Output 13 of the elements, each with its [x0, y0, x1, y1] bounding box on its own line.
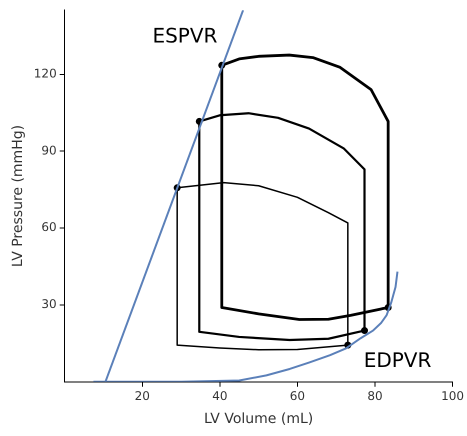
annotation: ESPVR	[152, 23, 218, 48]
y-tick-label: 60	[41, 220, 57, 234]
y-tick-label: 90	[41, 143, 57, 158]
x-tick-label: 100	[441, 389, 464, 404]
y-tick-label: 30	[41, 297, 57, 312]
x-tick-label: 60	[290, 389, 306, 404]
x-tick-label: 20	[134, 389, 150, 404]
x-tick-label: 40	[212, 389, 228, 404]
y-tick-label: 120	[34, 66, 57, 80]
annotation: EDPVR	[364, 348, 432, 372]
y-axis-title: LV Pressure (mmHg)	[10, 124, 26, 268]
x-tick-label: 80	[367, 389, 383, 404]
x-axis-title: LV Volume (mL)	[204, 411, 314, 428]
